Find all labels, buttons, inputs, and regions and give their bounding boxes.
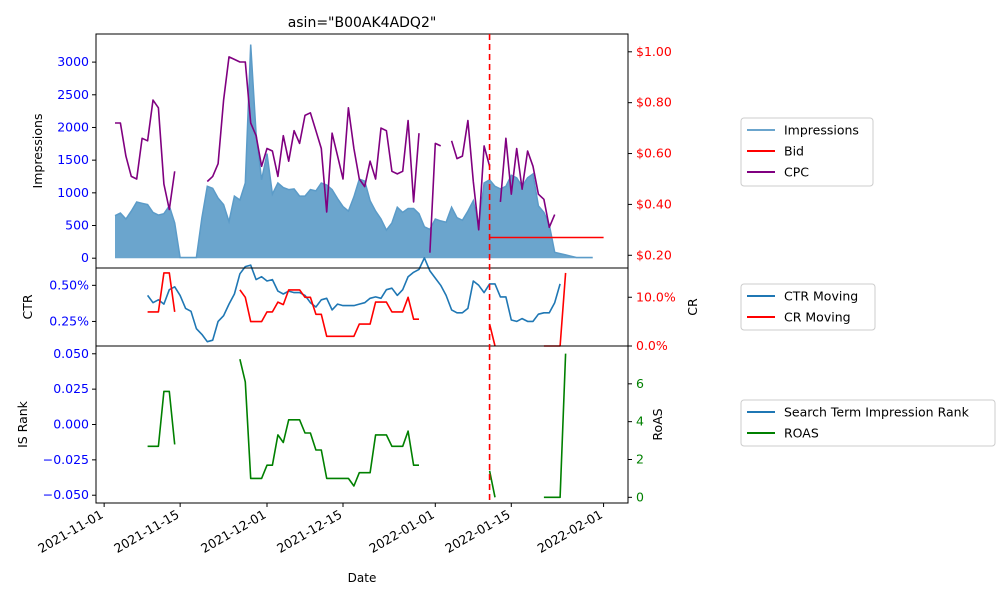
chart-title: asin="B00AK4ADQ2" <box>288 15 437 31</box>
right-tick-label: $1.00 <box>636 44 672 59</box>
right-axis-label: CR <box>685 298 700 316</box>
panel-frame <box>95 267 629 347</box>
area-impressions <box>115 44 593 259</box>
series-line-roas <box>147 353 567 499</box>
legend-frame <box>740 399 996 447</box>
left-tick-label: 500 <box>65 218 89 233</box>
left-tick-label: −0.050 <box>43 487 89 502</box>
panel-top: 0 500 1000 1500 2000 2500 3000 $0.20 $0.40 $0.60 $… <box>30 33 672 269</box>
left-tick-label: 2500 <box>57 87 89 102</box>
series-line-cpc <box>115 56 556 253</box>
right-tick-label: 0 <box>636 489 644 504</box>
series-line-cr-moving <box>147 272 567 347</box>
panel-frame <box>95 345 629 504</box>
right-tick-label: $0.80 <box>636 95 672 110</box>
right-tick-label: $0.60 <box>636 146 672 161</box>
left-tick-label: 3000 <box>57 54 89 69</box>
left-tick-label: −0.025 <box>43 452 89 467</box>
x-tick-label: 2021-12-15 <box>274 507 344 556</box>
x-tick-label: 2022-01-01 <box>366 507 436 556</box>
legend-label: Impressions <box>784 123 859 138</box>
right-tick-label: $0.20 <box>636 247 672 262</box>
left-axis-label: CTR <box>20 294 35 319</box>
legend-label: Search Term Impression Rank <box>784 405 970 420</box>
legend-top: Impressions Bid CPC <box>740 117 874 187</box>
left-tick-label: 0.000 <box>53 417 89 432</box>
left-tick-label: 0.50% <box>49 277 89 292</box>
legend-label: CPC <box>784 165 809 180</box>
legend-bottom: Search Term Impression Rank ROAS <box>740 399 996 447</box>
legend-label: CTR Moving <box>784 289 858 304</box>
x-tick-label: 2021-11-01 <box>35 507 105 556</box>
left-tick-label: 2000 <box>57 119 89 134</box>
legend-label: ROAS <box>784 426 819 441</box>
right-tick-label: 0.0% <box>636 338 668 353</box>
left-tick-label: 0.025 <box>53 381 89 396</box>
panel-bottom: −0.050 −0.025 0.000 0.025 0.050 0 2 4 6 IS Rank Ro… <box>15 345 665 504</box>
legend-middle: CTR Moving CR Moving <box>740 283 876 331</box>
right-tick-label: 6 <box>636 376 644 391</box>
series-line-ctr-moving <box>146 257 561 343</box>
right-tick-label: 2 <box>636 451 644 466</box>
x-tick-label: 2021-12-01 <box>198 507 268 556</box>
left-tick-label: 0.25% <box>49 313 89 328</box>
right-axis-label: RoAS <box>650 408 665 440</box>
legend-label: Bid <box>784 144 804 159</box>
panel-middle: 0.25% 0.50% 0.0% 10.0% CTR CR <box>20 257 700 353</box>
x-axis-label: Date <box>348 571 377 585</box>
left-axis-label: IS Rank <box>15 400 30 448</box>
right-tick-label: $0.40 <box>636 196 672 211</box>
x-tick-label: 2022-02-01 <box>535 507 605 556</box>
right-tick-label: 10.0% <box>636 289 676 304</box>
left-tick-label: 0.050 <box>53 346 89 361</box>
left-axis-label: Impressions <box>30 114 45 189</box>
x-tick-label: 2022-01-15 <box>442 507 512 556</box>
legend-frame <box>740 117 874 187</box>
legend-label: CR Moving <box>784 310 851 325</box>
left-tick-label: 1000 <box>57 185 89 200</box>
x-tick-label: 2021-11-15 <box>111 507 181 556</box>
left-tick-label: 1500 <box>57 152 89 167</box>
left-tick-label: 0 <box>81 250 89 265</box>
right-tick-label: 4 <box>636 414 644 429</box>
